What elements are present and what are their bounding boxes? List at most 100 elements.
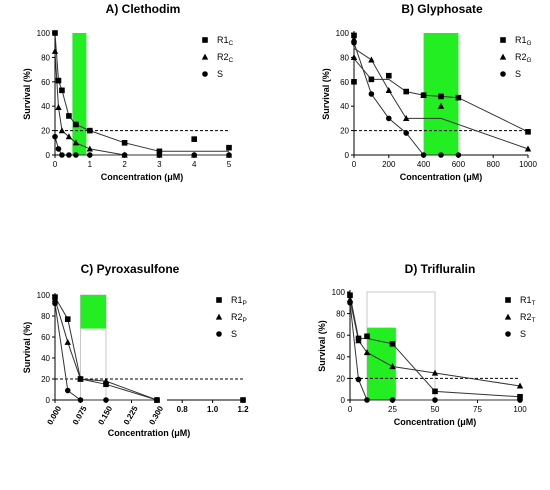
legend-label-subscript: P <box>243 317 247 324</box>
data-point-r2 <box>363 349 371 356</box>
y-tick-label: 60 <box>336 331 345 340</box>
x-tick-label: 0.225 <box>122 404 140 426</box>
fit-curve-s <box>349 302 520 401</box>
y-tick-label: 100 <box>37 29 51 38</box>
legend-label-subscript: G <box>527 57 532 64</box>
chart-title: B) Glyphosate <box>401 2 483 16</box>
highlight-box <box>72 33 87 155</box>
legend-label: R2G <box>515 52 532 64</box>
data-point-s <box>517 397 523 403</box>
data-point-s <box>55 146 62 152</box>
y-axis-label: Survival (%) <box>22 322 32 374</box>
data-point-s <box>455 152 462 158</box>
chart-title: D) Trifluralin <box>405 262 476 276</box>
data-point-s <box>73 152 79 158</box>
legend-label-subscript: P <box>243 300 247 307</box>
x-tick-label: 75 <box>473 405 482 414</box>
x-tick-label: 800 <box>487 160 501 169</box>
data-point-r2 <box>420 91 427 98</box>
x-tick-label: 1.0 <box>207 405 219 414</box>
legend-label: S <box>515 69 521 79</box>
chart-panel-3: C) Pyroxasulfone 0 20 40 60 80 100 0.000 0.075 0.… <box>22 262 249 438</box>
x-axis-label: Concentration (μM) <box>394 417 477 427</box>
legend-label: S <box>231 329 237 339</box>
data-point-r1 <box>517 393 523 400</box>
chart-title: A) Clethodim <box>106 2 181 16</box>
legend-label: R2T <box>520 312 536 324</box>
data-point-r2 <box>403 115 410 121</box>
data-point-r1 <box>525 129 531 135</box>
data-point-r1 <box>403 88 409 95</box>
legend-marker <box>215 313 223 320</box>
legend-label-subscript: C <box>229 40 234 47</box>
data-point-r1 <box>191 136 197 142</box>
y-tick-label: 80 <box>336 310 345 319</box>
x-tick-label: 4 <box>192 160 197 169</box>
data-point-r2 <box>55 104 62 111</box>
data-point-r2 <box>72 139 80 146</box>
data-point-s <box>355 376 362 383</box>
data-point-r1 <box>364 333 370 340</box>
data-point-r1 <box>73 121 79 128</box>
y-tick-label: 100 <box>332 288 346 297</box>
x-tick-label: 200 <box>382 160 396 169</box>
y-tick-label: 100 <box>336 29 350 38</box>
data-point-s <box>121 152 128 158</box>
data-point-r1 <box>240 397 246 403</box>
y-tick-label: 0 <box>341 396 346 405</box>
x-tick-label: 0 <box>352 160 357 169</box>
highlight-box <box>367 327 396 400</box>
data-point-r2 <box>65 133 73 140</box>
y-tick-label: 20 <box>340 127 349 136</box>
legend-label-subscript: T <box>532 317 536 324</box>
data-point-r1 <box>386 72 392 79</box>
data-point-r1 <box>87 127 93 134</box>
highlight-box <box>80 295 106 329</box>
legend-label-subscript: T <box>532 300 536 307</box>
data-point-s <box>156 152 163 158</box>
data-point-s <box>77 397 84 403</box>
data-point-r1 <box>455 94 462 101</box>
y-tick-label: 60 <box>41 333 50 342</box>
y-tick-label: 0 <box>46 151 51 160</box>
x-tick-label: 3 <box>157 160 162 169</box>
legend-marker <box>504 313 512 320</box>
chart-panel-1: A) Clethodim 0 20 40 60 80 100 0 1 2 3 4 5 Concentrat… <box>22 2 234 182</box>
legend-marker <box>202 71 208 77</box>
data-point-r2 <box>385 86 392 93</box>
data-point-r2 <box>77 375 84 382</box>
data-point-r2 <box>86 145 93 152</box>
data-point-r2 <box>102 377 110 384</box>
data-point-s <box>154 397 160 403</box>
y-tick-label: 0 <box>345 151 350 160</box>
y-tick-label: 40 <box>41 102 50 111</box>
data-point-r2 <box>524 145 532 152</box>
x-tick-label: 2 <box>122 160 127 169</box>
data-point-r2 <box>389 363 396 370</box>
data-point-s <box>66 152 72 158</box>
y-tick-label: 20 <box>41 375 50 384</box>
legend-marker <box>505 297 511 303</box>
fit-curve-r2 <box>349 299 521 387</box>
x-tick-label: 600 <box>452 160 466 169</box>
y-tick-label: 40 <box>340 102 349 111</box>
y-tick-label: 80 <box>340 53 349 62</box>
legend-marker <box>202 37 208 43</box>
y-tick-label: 40 <box>336 353 345 362</box>
data-point-r1 <box>103 381 109 388</box>
data-point-s <box>52 133 58 140</box>
data-point-r2 <box>437 102 445 109</box>
fit-curve-r1 <box>54 32 229 152</box>
data-point-s <box>432 397 438 403</box>
legend-label: R2C <box>217 52 234 64</box>
data-point-r1 <box>121 140 128 146</box>
data-point-r1 <box>438 93 444 100</box>
legend-label: R1P <box>231 295 247 307</box>
data-point-r2 <box>64 338 71 345</box>
data-point-r2 <box>58 127 66 134</box>
x-tick-label: 1.2 <box>237 405 249 414</box>
data-point-s <box>52 300 58 307</box>
chart-panel-4: D) Trifluralin 0 20 40 60 80 100 0 25 50 75 100 Conc… <box>317 262 536 427</box>
